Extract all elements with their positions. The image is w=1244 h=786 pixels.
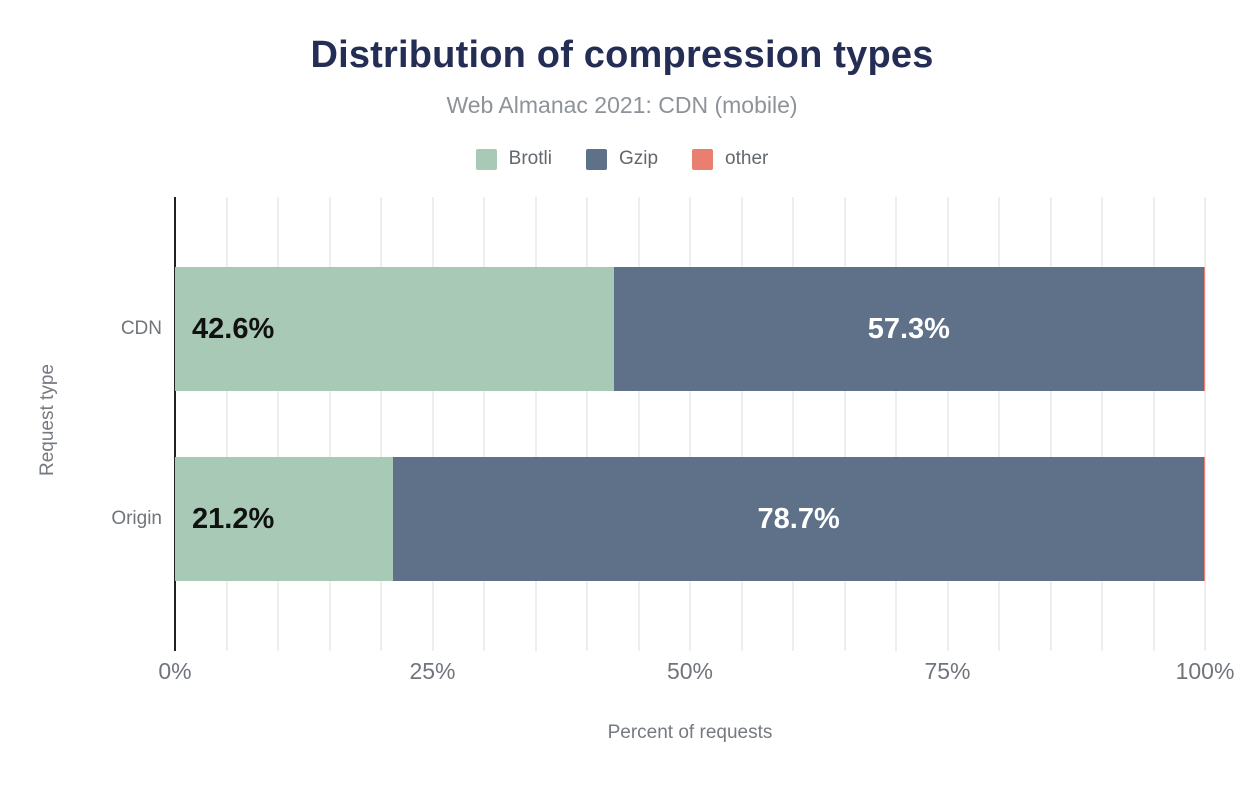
gridline-65 [844,197,846,651]
gridline-40 [586,197,588,651]
bar-segment-brotli-origin[interactable]: 21.2% [175,457,394,581]
gridline-60 [792,197,794,651]
gridline-25 [432,197,434,651]
legend-item-gzip: Gzip [585,148,659,170]
legend-swatch-other [692,148,714,170]
gridline-90 [1101,197,1103,651]
bar-value-label: 57.3% [867,312,950,345]
gridline-100 [1204,197,1206,651]
x-tick-label-100: 100% [1175,658,1235,684]
bar-value-label: 21.2% [192,502,275,535]
chart-title: Distribution of compression types [310,34,934,76]
gridline-80 [998,197,1000,651]
bar-value-label: 42.6% [192,312,275,345]
bar-segment-brotli-cdn[interactable]: 42.6% [175,267,614,391]
gridline-20 [380,197,382,651]
bar-segment-other-origin[interactable] [1203,457,1205,581]
legend-item-other: other [692,148,768,170]
bar-segment-gzip-origin[interactable]: 78.7% [393,457,1204,581]
bar-row-origin: 21.2% 78.7% [175,457,1205,581]
gridline-55 [741,197,743,651]
legend-item-brotli: Brotli [475,148,552,170]
legend-label: Gzip [618,148,659,169]
gridline-75 [947,197,949,651]
gridline-95 [1153,197,1155,651]
gridline-45 [638,197,640,651]
gridline-70 [895,197,897,651]
chart-subtitle: Web Almanac 2021: CDN (mobile) [446,92,798,118]
legend: Brotli Gzip other [0,144,1244,174]
y-axis-title: Request type [37,364,58,476]
gridline-50 [689,197,691,651]
y-category-label-cdn: CDN [120,318,162,339]
legend-swatch-brotli [475,148,497,170]
plot-area: 42.6% 57.3% 21.2% 78.7% [174,197,1206,651]
bar-segment-gzip-cdn[interactable]: 57.3% [613,267,1204,391]
gridline-5 [226,197,228,651]
gridline-15 [329,197,331,651]
x-tick-label-50: 50% [666,658,714,684]
bar-row-cdn: 42.6% 57.3% [175,267,1205,391]
x-tick-label-0: 0% [158,658,192,684]
legend-label: other [725,148,769,169]
bar-segment-other-cdn[interactable] [1203,267,1205,391]
y-axis-line [174,197,176,651]
legend-label: Brotli [508,148,552,169]
bar-value-label: 78.7% [757,502,840,535]
x-tick-label-25: 25% [409,658,456,684]
gridline-30 [483,197,485,651]
y-category-label-origin: Origin [111,508,162,529]
gridline-10 [277,197,279,651]
gridline-85 [1050,197,1052,651]
legend-swatch-gzip [585,148,607,170]
gridline-35 [535,197,537,651]
x-tick-label-75: 75% [924,658,971,684]
x-axis-title: Percent of requests [607,722,773,743]
